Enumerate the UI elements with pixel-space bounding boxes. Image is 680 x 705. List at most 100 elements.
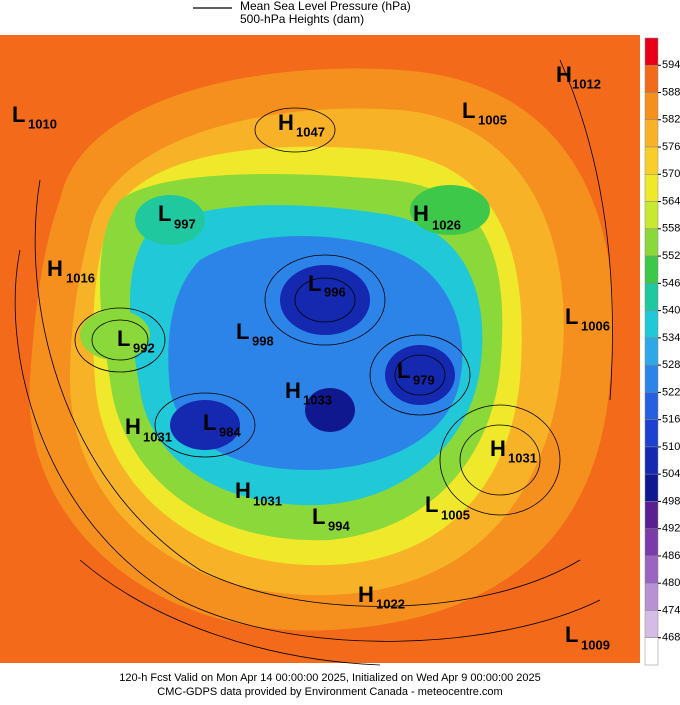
- center-type: H: [125, 414, 141, 439]
- center-type: L: [425, 492, 438, 517]
- color-step: [644, 528, 659, 557]
- color-step: [644, 255, 659, 284]
- center-value: 1006: [581, 318, 610, 333]
- center-value: 996: [324, 284, 346, 299]
- tick-label: 474: [662, 604, 680, 616]
- center-value: 1031: [253, 493, 282, 508]
- tick-label: 480: [662, 577, 680, 589]
- colorbar: 594 588 582 576 570 564 558 552 546 540 534 528 522 5…: [644, 37, 680, 666]
- center-type: H: [413, 201, 429, 226]
- center: L 984: [203, 410, 241, 440]
- center: H 1031: [235, 478, 282, 509]
- center-value: 992: [133, 340, 155, 355]
- color-step: [644, 201, 659, 230]
- tick-label: 498: [662, 495, 680, 507]
- tick-label: 570: [662, 168, 680, 180]
- footer-line: CMC-GDPS data provided by Environment Ca…: [157, 686, 502, 698]
- color-step: [644, 419, 659, 448]
- center-type: L: [397, 358, 410, 383]
- center-type: L: [565, 304, 578, 329]
- center-value: 1026: [432, 217, 461, 232]
- center-type: H: [490, 436, 506, 461]
- center: H 1022: [358, 582, 405, 612]
- center-value: 997: [174, 216, 196, 231]
- color-step: [644, 364, 659, 393]
- center-type: L: [236, 319, 249, 344]
- center: L 997: [158, 201, 196, 232]
- footer-line: 120-h Fcst Valid on Mon Apr 14 00:00:00 …: [119, 672, 541, 684]
- tick-label: 504: [662, 468, 680, 480]
- tick-label: 516: [662, 414, 680, 426]
- center-value: 984: [219, 424, 241, 439]
- center-type: L: [565, 622, 578, 647]
- color-step: [644, 501, 659, 529]
- tick-label: 558: [662, 223, 680, 235]
- tick-label: 528: [662, 359, 680, 371]
- center-value: 1031: [143, 429, 172, 444]
- tick-label: 582: [662, 114, 680, 126]
- color-step: [644, 446, 659, 475]
- center: L 1005: [425, 492, 470, 523]
- center-value: 1005: [478, 112, 507, 127]
- low-core: [280, 265, 370, 335]
- color-step: [644, 65, 659, 93]
- trough: [135, 195, 205, 245]
- color-step: [644, 473, 659, 502]
- center-value: 1047: [296, 124, 325, 139]
- center-value: 1016: [66, 270, 95, 285]
- color-step: [644, 37, 659, 66]
- center-type: L: [158, 201, 171, 226]
- center-type: H: [278, 110, 294, 135]
- tick-label: 576: [662, 141, 680, 153]
- color-step: [644, 119, 659, 148]
- center-type: L: [312, 504, 325, 529]
- color-step: [644, 555, 659, 584]
- legend-fill-text: 500-hPa Heights (dam): [240, 12, 364, 26]
- tick-label: 552: [662, 250, 680, 262]
- center: H 1031: [125, 414, 172, 445]
- tick-label: 486: [662, 550, 680, 562]
- legend-line-text: Mean Sea Level Pressure (hPa): [240, 0, 411, 13]
- low-core: [305, 388, 355, 432]
- center-type: L: [203, 410, 216, 435]
- center: L 992: [117, 326, 155, 356]
- color-step: [644, 392, 659, 420]
- color-step: [644, 337, 659, 366]
- center-type: H: [285, 378, 301, 403]
- center: L 1009: [565, 622, 610, 653]
- color-step: [644, 146, 659, 175]
- color-step: [644, 610, 659, 638]
- center: H 1026: [413, 201, 461, 233]
- center-value: 998: [252, 333, 274, 348]
- center: L 998: [236, 319, 274, 349]
- center: H 1033: [285, 378, 332, 408]
- center: L 979: [397, 358, 435, 388]
- center: H 1031: [490, 436, 537, 466]
- center-type: L: [308, 271, 321, 296]
- center-type: L: [462, 98, 475, 123]
- center: H 1047: [278, 110, 325, 140]
- tick-label: 522: [662, 386, 680, 398]
- center: L 1005: [462, 98, 507, 128]
- tick-label: 510: [662, 441, 680, 453]
- center: L 996: [308, 271, 346, 300]
- center-value: 1009: [581, 637, 610, 652]
- center-value: 1033: [303, 392, 332, 407]
- color-step: [644, 310, 659, 339]
- center-value: 994: [328, 518, 350, 533]
- color-step: [644, 228, 659, 257]
- center-type: L: [117, 326, 130, 351]
- center-type: H: [235, 478, 251, 503]
- tick-label: 546: [662, 277, 680, 289]
- tick-label: 534: [662, 332, 680, 344]
- tick-label: 468: [662, 632, 680, 644]
- center-type: H: [358, 582, 374, 607]
- center-type: H: [47, 256, 63, 281]
- map: H 1012 L 1010 H 1047 L 1005 L 997 H 1026 H 1016…: [0, 35, 640, 666]
- color-step: [644, 637, 659, 666]
- trough: [410, 185, 490, 235]
- center: L 994: [312, 504, 350, 534]
- color-step: [644, 582, 659, 611]
- tick-label: 594: [662, 59, 680, 71]
